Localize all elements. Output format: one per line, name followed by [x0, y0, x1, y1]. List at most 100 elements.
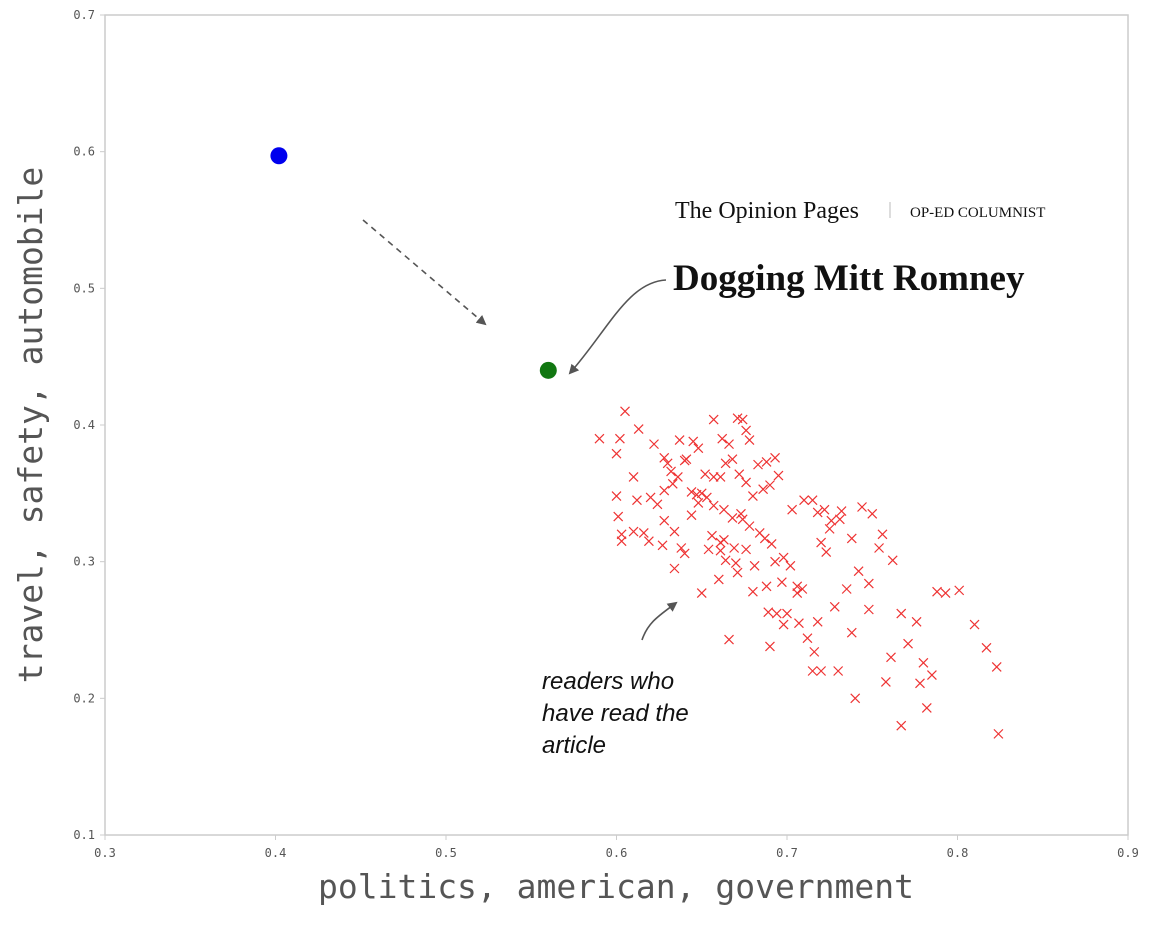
reader-point	[734, 469, 745, 480]
reader-point	[708, 500, 719, 511]
reader-point	[669, 563, 680, 574]
y-tick-label: 0.2	[73, 691, 95, 705]
x-tick-label: 0.4	[265, 846, 287, 860]
reader-point	[877, 529, 888, 540]
x-tick-label: 0.7	[776, 846, 798, 860]
reader-point	[744, 521, 755, 532]
y-tick-label: 0.1	[73, 828, 95, 842]
reader-point	[703, 544, 714, 555]
reader-point	[727, 454, 738, 465]
reader-point	[887, 555, 898, 566]
reader-point	[807, 666, 818, 676]
article-point	[539, 361, 557, 379]
reader-point	[799, 495, 809, 506]
reader-point	[770, 452, 780, 463]
readers-note-line: article	[542, 732, 606, 759]
reader-point	[765, 641, 775, 652]
reader-point	[659, 515, 670, 526]
reader-point	[819, 504, 830, 515]
reader-point	[643, 536, 654, 547]
reader-point	[632, 495, 642, 506]
reader-point	[903, 638, 913, 649]
reader-point	[778, 619, 789, 630]
y-tick-label: 0.3	[73, 555, 95, 569]
start-point	[270, 147, 288, 165]
reader-point	[713, 574, 724, 585]
reader-point	[874, 543, 884, 553]
reader-point	[652, 499, 663, 510]
reader-point	[940, 588, 951, 599]
reader-point	[749, 560, 760, 571]
reader-point	[846, 533, 857, 544]
reader-point	[833, 666, 844, 676]
reader-point	[707, 530, 717, 541]
reader-point	[761, 581, 772, 592]
reader-point	[991, 661, 1002, 672]
reader-point	[700, 469, 711, 480]
reader-point	[676, 543, 687, 553]
reader-point	[730, 558, 741, 568]
reader-point	[715, 545, 726, 556]
y-tick-label: 0.6	[73, 145, 95, 159]
reader-point	[759, 533, 770, 544]
reader-point	[821, 547, 832, 558]
reader-point	[911, 616, 922, 627]
reader-point	[747, 491, 758, 501]
reader-point	[896, 608, 907, 619]
reader-point	[771, 608, 782, 619]
reader-point	[778, 552, 789, 563]
reader-point	[693, 443, 704, 454]
reader-point	[918, 657, 929, 668]
reader-point	[802, 633, 813, 644]
reader-point	[792, 588, 803, 599]
opinion-pages-brand: The Opinion Pages	[675, 198, 859, 224]
reader-point	[688, 436, 699, 447]
reader-point	[857, 502, 867, 512]
y-axis-ticks: 0.1 0.2 0.3 0.4 0.5 0.6 0.7	[73, 8, 105, 842]
reader-point	[657, 540, 668, 551]
reader-point	[594, 433, 605, 444]
reader-point	[662, 458, 673, 469]
reader-point	[633, 424, 644, 435]
reader-point	[826, 515, 837, 526]
x-axis-ticks: 0.3 0.4 0.5 0.6 0.7 0.8 0.9	[94, 835, 1139, 860]
reader-point	[867, 508, 878, 519]
x-tick-label: 0.9	[1117, 846, 1139, 860]
reader-point	[696, 588, 707, 599]
reader-point	[787, 504, 798, 515]
reader-point	[724, 634, 734, 645]
reader-point	[863, 604, 874, 615]
reader-point	[927, 670, 937, 681]
reader-point	[614, 433, 625, 444]
reader-point	[666, 466, 676, 477]
reader-point	[954, 585, 965, 596]
reader-point	[616, 536, 627, 547]
reader-point	[737, 414, 748, 425]
reader-point	[720, 555, 731, 566]
reader-point	[741, 425, 752, 436]
reader-point	[611, 448, 622, 459]
reader-point	[696, 488, 707, 499]
reader-point	[921, 702, 932, 713]
reader-point	[834, 514, 845, 525]
readers-note-line: have read the	[542, 700, 689, 727]
x-axis-label: politics, american, government	[318, 867, 914, 906]
x-tick-label: 0.3	[94, 846, 116, 860]
reader-point	[829, 601, 840, 612]
reader-point	[708, 414, 719, 425]
reader-point	[812, 616, 823, 627]
reader-point	[824, 523, 835, 534]
reader-point	[765, 480, 775, 491]
y-axis-label: travel, safety, automobile	[11, 167, 50, 684]
reader-point	[886, 652, 896, 663]
y-tick-label: 0.4	[73, 418, 95, 432]
reader-point	[753, 459, 763, 470]
reader-point	[667, 478, 678, 489]
reader-point	[611, 491, 622, 501]
reader-point	[747, 586, 758, 597]
reader-point	[638, 528, 649, 538]
reader-point	[732, 567, 743, 578]
reader-point	[718, 534, 729, 545]
reader-point	[896, 720, 907, 731]
